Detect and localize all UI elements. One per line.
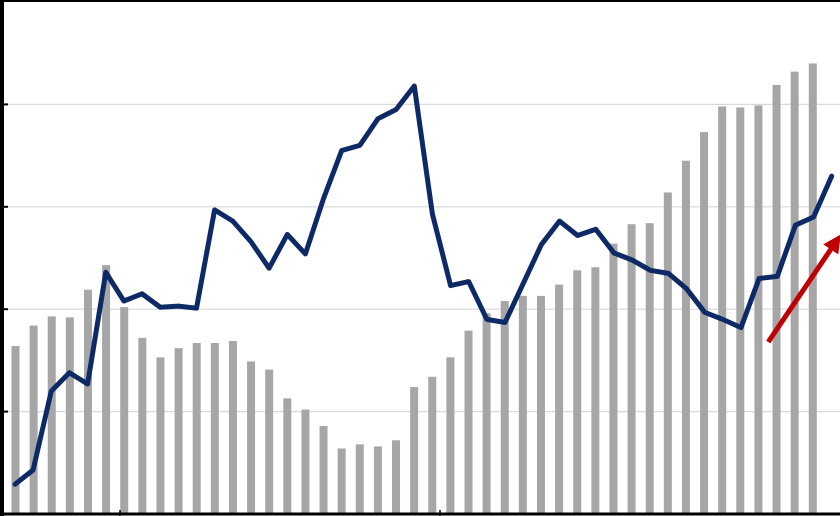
bar xyxy=(174,348,183,514)
bar xyxy=(83,289,92,514)
bar xyxy=(555,284,564,514)
bar xyxy=(645,223,654,514)
bar xyxy=(337,448,346,514)
bar xyxy=(373,446,382,514)
bar xyxy=(410,387,419,514)
bar xyxy=(663,192,672,515)
bar xyxy=(120,307,129,514)
bar xyxy=(138,337,147,514)
bar xyxy=(591,267,600,514)
bar xyxy=(210,342,219,514)
bar xyxy=(192,342,201,514)
bar xyxy=(718,106,727,514)
bar xyxy=(790,71,799,514)
bar xyxy=(265,369,274,514)
arrow-shaft xyxy=(766,247,833,344)
bar xyxy=(11,346,20,514)
bar xyxy=(609,243,618,514)
bar xyxy=(464,330,473,514)
bar xyxy=(247,361,256,514)
line-series xyxy=(12,83,835,487)
bar xyxy=(283,398,292,514)
bar xyxy=(627,224,636,514)
bar xyxy=(428,376,437,514)
bar xyxy=(319,425,328,514)
bar xyxy=(736,107,745,515)
bar xyxy=(518,295,527,514)
bar xyxy=(228,340,237,514)
bar xyxy=(482,313,491,514)
bar xyxy=(102,265,111,514)
trend-arrow-annotation xyxy=(766,234,840,344)
bar xyxy=(754,105,763,514)
bar xyxy=(156,357,165,514)
bar xyxy=(29,325,38,514)
bar xyxy=(772,84,781,514)
bar xyxy=(681,160,690,514)
bar-series xyxy=(11,63,817,515)
bar xyxy=(355,444,364,514)
bar xyxy=(536,295,545,514)
bar xyxy=(500,301,509,514)
bar xyxy=(392,440,401,514)
line-path xyxy=(12,83,835,487)
bar xyxy=(573,270,582,514)
arrow-head xyxy=(823,234,840,255)
bar xyxy=(47,316,56,514)
bar xyxy=(808,63,817,514)
bar xyxy=(301,409,310,514)
bar xyxy=(700,132,709,514)
bar xyxy=(65,317,74,514)
bar xyxy=(446,357,455,514)
